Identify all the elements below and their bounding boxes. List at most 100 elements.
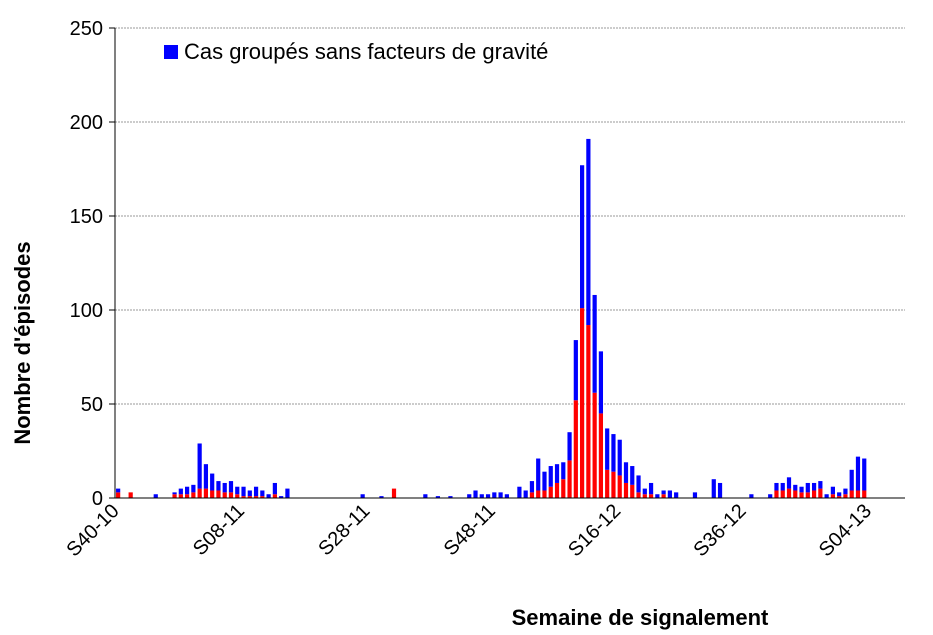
bar-segment: [485, 494, 491, 498]
bar-segment: [379, 496, 384, 498]
bar-segment: [228, 492, 234, 498]
bar-segment: [862, 458, 867, 491]
bar-segment: [473, 490, 478, 498]
bar-segment: [749, 494, 754, 498]
bar-segment: [793, 484, 798, 491]
x-axis-title: Semaine de signalement: [512, 605, 769, 630]
bar-segment: [391, 488, 397, 498]
bar-segment: [805, 482, 810, 493]
bar-segment: [185, 494, 190, 498]
bar-segment: [216, 490, 221, 498]
bar-segment: [642, 488, 647, 495]
bar-segment: [711, 479, 716, 498]
bar-segment: [360, 494, 365, 498]
bar-segment: [479, 494, 484, 498]
bar-segment: [830, 494, 835, 498]
bar-segment: [517, 486, 522, 498]
bar-segment: [542, 471, 547, 491]
bar-segment: [580, 165, 585, 309]
x-tick-label: S16-12: [564, 500, 625, 561]
bar-segment: [623, 482, 629, 498]
bar-segment: [598, 413, 604, 498]
bar-segment: [279, 496, 284, 498]
bar-segment: [272, 494, 277, 498]
bar-segment: [210, 490, 215, 498]
bar-segment: [116, 492, 121, 498]
bar-segment: [855, 456, 861, 491]
bar-segment: [567, 432, 572, 461]
bar-segment: [128, 492, 133, 498]
bar-segment: [523, 490, 528, 498]
bar-segment: [228, 481, 234, 493]
legend-swatch: [164, 45, 178, 59]
bar-segment: [548, 486, 553, 498]
bar-segment: [504, 494, 509, 498]
legend-label: Cas groupés sans facteurs de gravité: [184, 39, 549, 64]
y-tick-label: 100: [70, 300, 103, 322]
bar-segment: [529, 481, 535, 493]
bar-segment: [172, 492, 177, 495]
bar-segment: [849, 490, 854, 498]
bar-segment: [567, 460, 572, 498]
bar-segment: [661, 490, 666, 495]
bar-segment: [793, 490, 798, 498]
bar-segment: [843, 488, 848, 495]
bar-segment: [253, 496, 259, 498]
bar-segment: [216, 481, 221, 491]
y-tick-label: 250: [70, 18, 103, 40]
bar-segment: [178, 488, 183, 495]
bar-segment: [824, 494, 829, 498]
legend: Cas groupés sans facteurs de gravité: [164, 36, 584, 68]
bar-segment: [178, 494, 183, 498]
bar-segment: [855, 490, 861, 498]
bar-segment: [172, 494, 177, 498]
bar-segment: [630, 466, 635, 485]
x-tick-label: S04-13: [815, 500, 876, 561]
bar-segment: [260, 496, 265, 498]
bar-segment: [492, 492, 497, 498]
bar-segment: [210, 473, 215, 491]
bar-segment: [623, 462, 629, 483]
bar-segment: [592, 294, 597, 393]
bar-segment: [536, 490, 541, 498]
bar-segment: [648, 494, 654, 498]
bar-segment: [542, 490, 547, 498]
bar-segment: [241, 496, 246, 498]
bar-segment: [636, 475, 641, 493]
bar-segment: [153, 494, 158, 498]
bar-segment: [780, 490, 785, 498]
x-tick-label: S28-11: [314, 500, 374, 560]
bar-segment: [799, 492, 804, 498]
bar-segment: [617, 439, 622, 476]
bar-segment: [554, 482, 560, 498]
bar-segment: [554, 464, 560, 483]
bar-segment: [611, 471, 616, 498]
y-axis-title: Nombre d'épisodes: [10, 241, 35, 444]
bar-segment: [849, 469, 854, 491]
x-tick-label: S08-11: [189, 500, 249, 560]
y-tick-label: 150: [70, 206, 103, 228]
bar-segment: [630, 484, 635, 498]
bar-segment: [786, 477, 792, 489]
bar-segment: [837, 496, 842, 498]
bar-segment: [786, 488, 792, 498]
bar-segment: [561, 479, 566, 498]
bar-segment: [435, 496, 440, 498]
bar-segment: [423, 494, 428, 498]
bar-segment: [605, 428, 610, 470]
bar-segment: [203, 464, 209, 489]
bar-segment: [768, 494, 773, 498]
bar-segment: [636, 492, 641, 498]
bar-segment: [222, 482, 227, 493]
bar-segment: [573, 400, 578, 498]
bar-segment: [285, 488, 290, 498]
y-tick-label: 0: [92, 488, 103, 510]
bar-segment: [655, 494, 660, 498]
y-tick-label: 200: [70, 112, 103, 134]
bar-segment: [235, 494, 240, 498]
bar-segment: [586, 138, 591, 326]
bar-segment: [467, 494, 472, 498]
bar-segment: [611, 434, 616, 472]
bar-segment: [805, 492, 810, 498]
